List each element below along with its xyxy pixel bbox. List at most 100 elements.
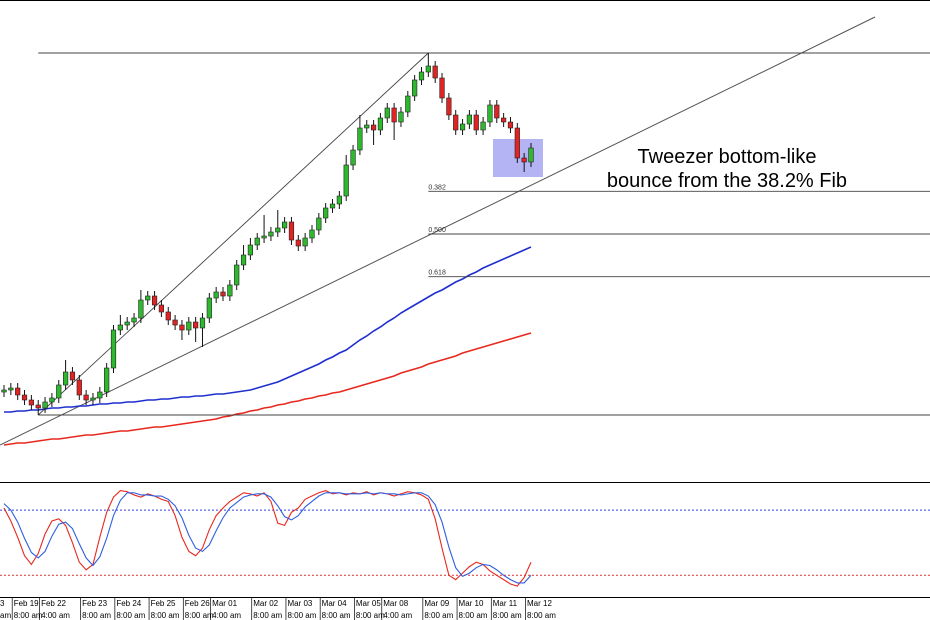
x-tick-label: Mar 11: [493, 599, 518, 608]
candle-body: [227, 284, 233, 297]
candle-body: [35, 404, 41, 409]
x-tick-time: 8:00 am: [253, 611, 282, 620]
candle-body: [295, 239, 301, 247]
candle-body: [405, 95, 411, 113]
candle-body: [172, 319, 178, 326]
candle-body: [104, 367, 110, 393]
x-tick-time: 8:00 am: [322, 611, 351, 620]
x-tick-label: Feb 24: [116, 599, 141, 608]
candle-body: [179, 324, 185, 331]
candle-body: [425, 65, 431, 73]
x-tick-time: am: [0, 611, 11, 620]
x-tick-time: 4:00 am: [212, 611, 241, 620]
moving-average: [4, 246, 532, 413]
candle-body: [377, 117, 384, 131]
x-tick-label: Mar 10: [459, 599, 484, 608]
candle-body: [275, 227, 281, 233]
candle-body: [56, 384, 62, 399]
candle-body: [473, 114, 479, 131]
x-tick-label: Feb 22: [41, 599, 66, 608]
candle-body: [193, 321, 199, 329]
x-tick-time: 8:00 am: [356, 611, 385, 620]
candle-body: [83, 394, 89, 401]
x-tick-time: 8:00 am: [493, 611, 522, 620]
candle-body: [131, 317, 137, 323]
candle-body: [514, 127, 520, 159]
candle-body: [501, 117, 507, 123]
candle-body: [302, 237, 308, 247]
candle-body: [220, 291, 226, 297]
candle-body: [494, 104, 500, 119]
stochastic-line: [3, 490, 532, 587]
candle-body: [240, 254, 247, 266]
candle-body: [391, 107, 397, 123]
x-tick-label: Mar 04: [322, 599, 347, 608]
candle-body: [446, 97, 452, 116]
candle-body: [329, 203, 336, 209]
candle-body: [117, 324, 123, 331]
fib-label: 0.382: [428, 184, 446, 191]
candle-body: [21, 394, 28, 401]
candle-body: [487, 104, 493, 123]
candle-body: [254, 237, 260, 246]
candle-body: [151, 295, 158, 306]
candle-body: [234, 264, 240, 286]
candle-body: [124, 321, 130, 326]
candle-body: [370, 124, 377, 131]
x-tick-label: 3: [0, 599, 5, 608]
candle-body: [8, 387, 14, 391]
candle-body: [323, 207, 329, 219]
annotation: bounce from the 38.2% Fib: [607, 170, 847, 192]
candle-body: [343, 164, 349, 197]
x-tick-time: 8:00 am: [459, 611, 488, 620]
candle-body: [418, 71, 425, 81]
candle-body: [288, 221, 295, 241]
candle-body: [15, 387, 21, 396]
candle-body: [158, 304, 165, 313]
x-tick-time: 8:00 am: [424, 611, 453, 620]
candle-body: [357, 127, 363, 151]
candle-body: [206, 297, 212, 319]
fib-diagonal: [37, 52, 429, 416]
candle-body: [199, 317, 206, 329]
candle-body: [213, 291, 219, 299]
candle-body: [1, 389, 7, 393]
x-tick-label: Mar 09: [424, 599, 449, 608]
x-tick-label: Feb 19: [14, 599, 39, 608]
candle-body: [28, 399, 34, 406]
x-tick-time: 8:00 am: [82, 611, 111, 620]
candle-body: [282, 221, 288, 229]
candle-body: [62, 371, 69, 386]
x-tick-label: Mar 01: [212, 599, 237, 608]
candle-body: [145, 295, 151, 301]
candle-body: [507, 121, 514, 129]
candle-body: [165, 311, 171, 321]
fib-label: 0.500: [428, 227, 446, 234]
trendline: [0, 16, 876, 446]
x-tick-time: 8:00 am: [151, 611, 180, 620]
x-tick-time: 4:00 am: [383, 611, 412, 620]
x-tick-time: 8:00 am: [116, 611, 145, 620]
candle-body: [268, 231, 274, 237]
x-tick-label: Mar 12: [527, 599, 552, 608]
x-tick-label: Mar 05: [356, 599, 381, 608]
moving-average: [3, 332, 532, 446]
x-tick-time: 8:00 am: [14, 611, 43, 620]
candle-body: [261, 235, 267, 239]
candle-body: [432, 65, 438, 79]
x-tick-label: Feb 26: [185, 599, 210, 608]
x-tick-label: Mar 03: [287, 599, 312, 608]
candle-body: [110, 329, 117, 369]
x-tick-label: Mar 08: [383, 599, 408, 608]
candle-body: [350, 149, 356, 166]
candle-body: [97, 391, 103, 399]
candle-body: [247, 244, 253, 256]
x-tick-label: Feb 25: [151, 599, 176, 608]
candle-body: [49, 397, 55, 403]
candle-body: [459, 123, 466, 131]
candle-body: [42, 401, 48, 409]
x-tick-time: 8:00 am: [185, 611, 214, 620]
